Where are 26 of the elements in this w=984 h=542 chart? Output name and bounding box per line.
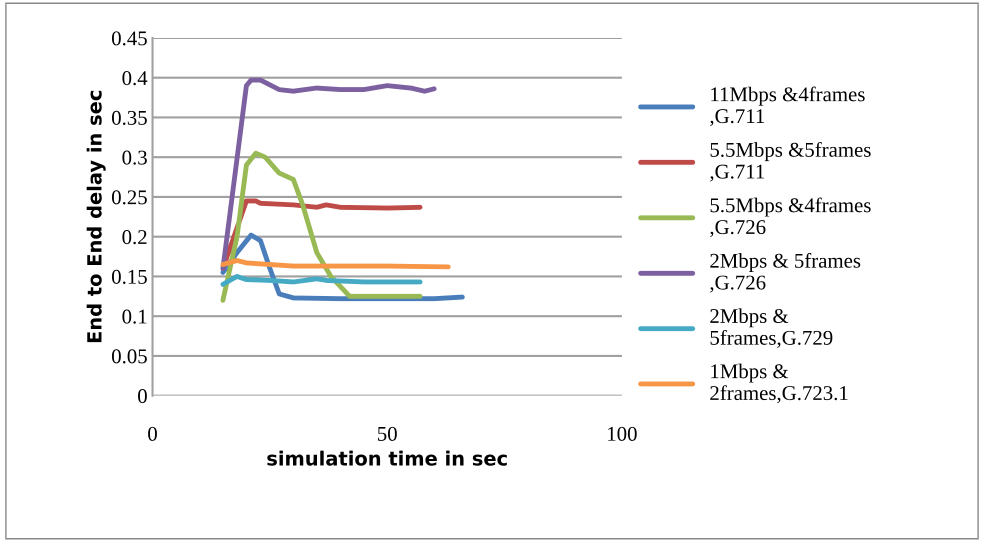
y-axis-title: End to End delay in sec [86, 90, 106, 342]
y-tick-label: 0.15 [112, 270, 147, 284]
legend-label: 11Mbps &4frames ,G.711 [710, 86, 865, 126]
y-tick-label: 0.4 [122, 71, 148, 86]
x-tick-label: 100 [608, 426, 637, 441]
y-tick-label: 0.2 [122, 230, 147, 244]
legend-label: 2Mbps & 5frames ,G.726 [710, 252, 860, 293]
x-axis-title: simulation time in sec [267, 450, 507, 466]
x-tick-label: 0 [148, 426, 157, 441]
line-series [220, 150, 422, 303]
y-tick-label: 0.05 [112, 349, 147, 364]
line-series [220, 258, 451, 270]
legend-label: 5.5Mbps &5frames ,G.711 [710, 142, 871, 182]
line-series [220, 232, 465, 302]
line-series [220, 78, 437, 271]
legend-label: 5.5Mbps &4frames ,G.726 [710, 197, 871, 238]
y-tick-label: 0.25 [112, 190, 147, 204]
y-tick-label: 0.1 [122, 310, 146, 324]
y-tick-label: 0.45 [112, 31, 147, 46]
y-tick-label: 0 [138, 389, 147, 404]
line-series [220, 274, 422, 287]
y-tick-label: 0.3 [122, 150, 147, 165]
x-tick-label: 50 [378, 426, 397, 441]
legend-label: 2Mbps & 5frames,G.729 [710, 308, 832, 348]
y-tick-label: 0.35 [112, 110, 147, 125]
legend-label: 1Mbps & 2frames,G.723.1 [710, 364, 848, 404]
